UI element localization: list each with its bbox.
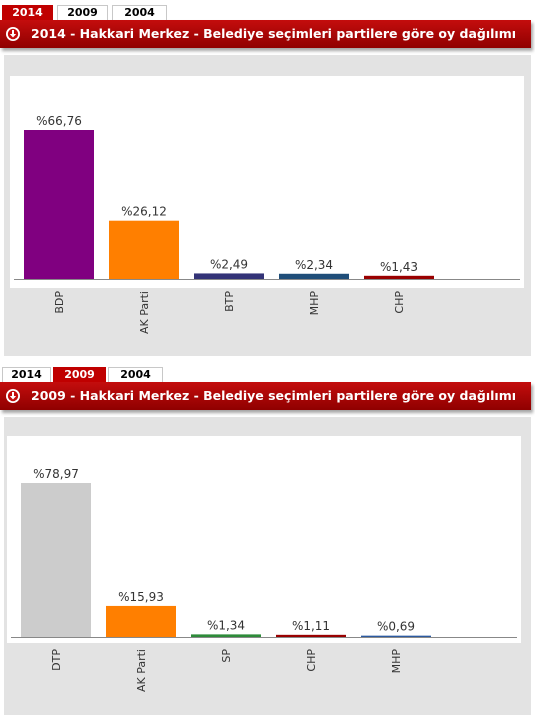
data-label: %66,76 <box>36 114 82 128</box>
data-label: %1,34 <box>207 618 245 632</box>
chart-title: 2014 - Hakkari Merkez - Belediye seçimle… <box>31 26 516 41</box>
tab-2009[interactable]: 2009 <box>53 367 106 382</box>
plot-background <box>7 436 521 643</box>
data-label: %1,11 <box>292 619 330 633</box>
category-label: AK Parti <box>138 291 151 334</box>
bar-dtp[interactable] <box>21 483 91 637</box>
tab-2004[interactable]: 2004 <box>112 5 167 20</box>
data-label: %26,12 <box>121 205 167 219</box>
bar-chart-2009: %78,97 DTP %15,93 AK Parti %1,34 SP %1,11 CHP %0… <box>7 436 521 692</box>
category-label: SP <box>220 649 233 663</box>
bar-ak-parti[interactable] <box>109 220 179 279</box>
download-circle-icon[interactable] <box>5 388 21 404</box>
category-label: AK Parti <box>135 649 148 692</box>
tab-2004[interactable]: 2004 <box>108 367 163 382</box>
year-tabs: 2014 2009 2004 <box>0 362 535 382</box>
category-label: CHP <box>305 649 318 672</box>
bar-btp[interactable] <box>194 273 264 279</box>
bar-ak-parti[interactable] <box>106 605 176 637</box>
category-label: MHP <box>308 291 321 316</box>
tab-2014[interactable]: 2014 <box>2 367 51 382</box>
data-label: %2,34 <box>295 258 333 272</box>
chart-area: %78,97 DTP %15,93 AK Parti %1,34 SP %1,11 CHP %0… <box>4 417 531 715</box>
bar-bdp[interactable] <box>24 130 94 279</box>
data-label: %0,69 <box>377 620 415 634</box>
data-label: %78,97 <box>33 467 79 481</box>
year-tabs: 2014 2009 2004 <box>0 0 535 20</box>
data-label: %2,49 <box>210 257 248 271</box>
download-circle-icon[interactable] <box>5 26 21 42</box>
data-label: %15,93 <box>118 590 164 604</box>
category-label: CHP <box>393 291 406 314</box>
plot-background <box>10 76 524 288</box>
chart-title: 2009 - Hakkari Merkez - Belediye seçimle… <box>31 388 516 403</box>
bar-mhp[interactable] <box>361 635 431 637</box>
bar-chart-2014: %66,76 BDP %26,12 AK Parti %2,49 BTP %2,34 MHP%… <box>10 76 524 334</box>
bar-mhp[interactable] <box>279 273 349 279</box>
chart-panel-2014: 2014 2009 2004 2014 - Hakkari Merkez - B… <box>0 0 535 356</box>
chart-title-bar: 2014 - Hakkari Merkez - Belediye seçimle… <box>0 20 531 48</box>
chart-panel-2009: 2014 2009 2004 2009 - Hakkari Merkez - B… <box>0 362 535 715</box>
category-label: DTP <box>50 649 63 671</box>
data-label: %1,43 <box>380 260 418 274</box>
category-label: MHP <box>390 649 403 674</box>
bar-sp[interactable] <box>191 634 261 637</box>
bar-chp[interactable] <box>276 634 346 637</box>
chart-area: %66,76 BDP %26,12 AK Parti %2,49 BTP %2,34 MHP%… <box>4 55 531 356</box>
category-label: BDP <box>53 291 66 314</box>
category-label: BTP <box>223 291 236 312</box>
bar-chp[interactable] <box>364 275 434 279</box>
chart-title-bar: 2009 - Hakkari Merkez - Belediye seçimle… <box>0 382 531 410</box>
tab-2014[interactable]: 2014 <box>2 5 53 20</box>
tab-2009[interactable]: 2009 <box>57 5 108 20</box>
